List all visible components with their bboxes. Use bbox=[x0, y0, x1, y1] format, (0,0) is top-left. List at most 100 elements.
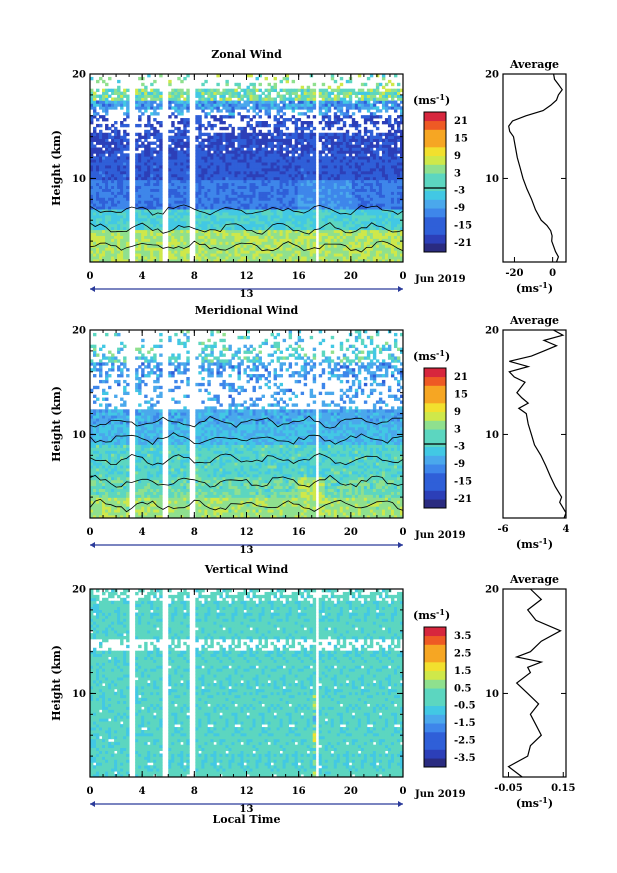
heatmap-cell bbox=[243, 185, 247, 189]
heatmap-cell bbox=[108, 188, 112, 192]
heatmap-cell bbox=[186, 235, 190, 239]
heatmap-cell bbox=[354, 132, 359, 137]
heatmap-cell bbox=[135, 188, 139, 192]
heatmap-cell bbox=[288, 179, 293, 184]
heatmap-cell bbox=[237, 165, 241, 169]
heatmap-cell bbox=[231, 129, 235, 134]
heatmap-cell bbox=[246, 88, 250, 93]
heatmap-cell bbox=[276, 106, 281, 110]
heatmap-cell bbox=[294, 162, 299, 166]
heatmap-cell bbox=[255, 203, 259, 207]
heatmap-cell bbox=[387, 253, 392, 257]
heatmap-cell bbox=[300, 138, 305, 142]
heatmap-cell bbox=[342, 141, 347, 145]
heatmap-cell bbox=[135, 141, 139, 145]
heatmap-cell bbox=[153, 112, 157, 116]
heatmap-cell bbox=[351, 135, 356, 140]
heatmap-cell bbox=[336, 100, 341, 104]
heatmap-cell bbox=[363, 194, 368, 198]
heatmap-cell bbox=[240, 212, 244, 216]
heatmap-cell bbox=[294, 147, 299, 151]
heatmap-cell bbox=[360, 138, 365, 142]
heatmap-cell bbox=[354, 194, 359, 198]
heatmap-cell bbox=[138, 173, 142, 178]
heatmap-cell bbox=[219, 206, 223, 210]
heatmap-cell bbox=[339, 229, 344, 234]
heatmap-cell bbox=[174, 88, 178, 93]
heatmap-cell bbox=[264, 215, 268, 219]
heatmap-cell bbox=[291, 197, 296, 201]
heatmap-cell bbox=[249, 123, 253, 128]
heatmap-cell bbox=[363, 238, 368, 242]
heatmap-cell bbox=[237, 220, 241, 225]
heatmap-cell bbox=[339, 88, 344, 93]
heatmap-cell bbox=[210, 244, 214, 248]
heatmap-cell bbox=[330, 121, 335, 125]
heatmap-cell bbox=[96, 118, 100, 122]
heatmap-cell bbox=[126, 244, 130, 248]
heatmap-cell bbox=[369, 176, 374, 181]
heatmap-cell bbox=[168, 247, 172, 251]
heatmap-cell bbox=[174, 162, 178, 166]
heatmap-cell bbox=[327, 238, 332, 242]
heatmap-cell bbox=[348, 173, 353, 178]
heatmap-cell bbox=[249, 144, 253, 148]
heatmap-cell bbox=[105, 212, 109, 216]
heatmap-cell bbox=[249, 141, 253, 145]
heatmap-cell bbox=[174, 135, 178, 140]
heatmap-cell bbox=[270, 141, 274, 145]
heatmap-cell bbox=[348, 123, 353, 128]
heatmap-cell bbox=[114, 194, 118, 198]
heatmap-cell bbox=[303, 126, 308, 131]
heatmap-cell bbox=[144, 150, 148, 154]
heatmap-cell bbox=[351, 165, 356, 169]
heatmap-cell bbox=[384, 220, 389, 225]
heatmap-cell bbox=[381, 121, 386, 125]
heatmap-cell bbox=[225, 162, 229, 166]
heatmap-cell bbox=[357, 250, 362, 254]
heatmap-cell bbox=[186, 179, 190, 184]
heatmap-cell bbox=[198, 238, 202, 242]
heatmap-cell bbox=[216, 241, 220, 245]
heatmap-cell bbox=[303, 88, 308, 93]
heatmap-cell bbox=[336, 170, 341, 175]
heatmap-cell bbox=[381, 150, 386, 154]
heatmap-cell bbox=[183, 194, 187, 198]
heatmap-cell bbox=[168, 226, 172, 231]
heatmap-cell bbox=[213, 94, 217, 98]
heatmap-cell bbox=[390, 162, 395, 166]
heatmap-cell bbox=[387, 94, 392, 98]
heatmap-cell bbox=[150, 88, 154, 93]
heatmap-cell bbox=[105, 256, 109, 260]
heatmap-cell bbox=[126, 238, 130, 242]
heatmap-cell bbox=[309, 256, 314, 260]
heatmap-cell bbox=[228, 217, 232, 222]
heatmap-cell bbox=[297, 165, 302, 169]
heatmap-cell bbox=[345, 206, 350, 210]
heatmap-cell bbox=[153, 226, 157, 231]
heatmap-cell bbox=[246, 141, 250, 145]
heatmap-cell bbox=[354, 138, 359, 142]
heatmap-cell bbox=[117, 147, 121, 151]
heatmap-cell bbox=[297, 235, 302, 239]
heatmap-cell bbox=[168, 115, 172, 119]
heatmap-cell bbox=[120, 103, 124, 107]
heatmap-cell bbox=[147, 103, 151, 107]
heatmap-cell bbox=[366, 250, 371, 254]
heatmap-cell bbox=[324, 112, 329, 116]
heatmap-cell bbox=[207, 156, 211, 160]
heatmap-cell bbox=[144, 179, 148, 184]
heatmap-cell bbox=[312, 106, 317, 110]
heatmap-cell bbox=[249, 150, 253, 154]
heatmap-cell bbox=[258, 115, 262, 119]
heatmap-cell bbox=[141, 162, 145, 166]
heatmap-cell bbox=[243, 244, 247, 248]
heatmap-cell bbox=[387, 132, 392, 137]
heatmap-cell bbox=[333, 97, 338, 101]
heatmap-cell bbox=[276, 206, 281, 210]
heatmap-cell bbox=[105, 182, 109, 187]
heatmap-cell bbox=[171, 185, 175, 189]
heatmap-cell bbox=[285, 170, 290, 175]
heatmap-cell bbox=[303, 121, 308, 125]
heatmap-cell bbox=[276, 259, 281, 263]
